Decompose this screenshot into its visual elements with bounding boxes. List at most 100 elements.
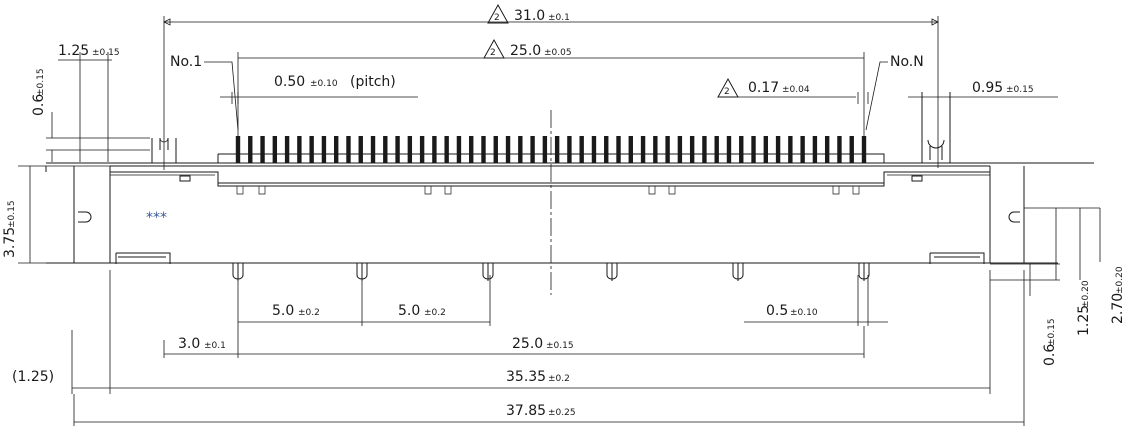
dimension-lines xyxy=(18,16,1101,426)
dim-peg-offset-tol: ±0.1 xyxy=(204,341,226,351)
dim-right-h2: 1.25 ±0.20 xyxy=(1076,280,1092,336)
locating-peg xyxy=(606,263,618,281)
dim-mid-width-tol: ±0.2 xyxy=(548,374,570,384)
contact-pin xyxy=(456,136,462,163)
contact-pin xyxy=(763,136,769,163)
dim-left-height-tol: ±0.15 xyxy=(36,68,46,96)
contact-pin xyxy=(554,136,560,163)
dim-peg-offset-value: 3.0 xyxy=(178,336,200,352)
contact-pin xyxy=(837,136,842,163)
upper-peg xyxy=(444,186,452,195)
contact-pin xyxy=(591,136,597,163)
upper-peg xyxy=(668,186,676,195)
contact-pin xyxy=(726,136,732,163)
contact-pin xyxy=(530,136,535,163)
dim-total-width-value: 37.85 xyxy=(506,403,546,419)
upper-peg xyxy=(236,186,244,195)
contact-pin xyxy=(653,136,658,163)
delta-mark-overall xyxy=(487,3,509,24)
dim-right-slot-value: 0.95 xyxy=(972,80,1003,96)
contact-pin xyxy=(579,136,584,163)
contact-pin xyxy=(800,136,805,163)
contact-pin xyxy=(383,136,388,163)
dim-pitch-tol: ±0.10 xyxy=(310,79,338,89)
delta-num-overall: 2 xyxy=(494,13,500,23)
contact-pin xyxy=(248,136,253,163)
contact-pin xyxy=(321,136,327,163)
delta-mark-span xyxy=(483,38,505,59)
dim-right-h2-tol: ±0.20 xyxy=(1081,280,1091,308)
dim-right-h3: 2.70 ±0.20 xyxy=(1110,266,1126,324)
dim-pitch-suffix: (pitch) xyxy=(350,74,396,90)
dim-span-value: 25.0 xyxy=(510,43,541,59)
contact-pin xyxy=(518,136,523,163)
contact-pin xyxy=(665,136,670,163)
dim-peg-width-value: 0.5 xyxy=(766,303,788,319)
dim-right-h1-tol: ±0.15 xyxy=(1047,318,1057,346)
contact-pin xyxy=(297,136,302,163)
contact-pin xyxy=(604,136,609,163)
dim-peg1-value: 5.0 xyxy=(272,303,294,319)
connector-outline xyxy=(45,153,1094,264)
contact-pin xyxy=(235,136,241,163)
dim-left-slot-value: 1.25 xyxy=(58,43,89,59)
contact-pin xyxy=(284,136,290,163)
dim-left-height: 0.6 ±0.15 xyxy=(31,68,47,116)
upper-peg xyxy=(832,186,840,195)
contact-pin xyxy=(493,136,498,163)
dim-right-h2-value: 1.25 xyxy=(1076,305,1092,336)
last-pin-label: No.N xyxy=(890,54,924,70)
contact-pin xyxy=(775,136,781,163)
dim-right-slot-tol: ±0.15 xyxy=(1006,85,1034,95)
contact-pins xyxy=(235,136,867,163)
contact-pin xyxy=(751,136,756,163)
contact-pin xyxy=(616,136,621,163)
contact-pin xyxy=(505,136,511,163)
upper-pegs xyxy=(236,186,860,195)
delta-mark-contact xyxy=(717,77,739,98)
contact-pin xyxy=(739,136,744,163)
contact-pin xyxy=(309,136,314,163)
dim-right-h3-tol: ±0.20 xyxy=(1115,266,1125,294)
dim-right-h1-value: 0.6 xyxy=(1042,344,1058,366)
dim-left-height-value: 0.6 xyxy=(31,94,47,116)
dim-span-tol: ±0.05 xyxy=(544,48,572,58)
contact-pin xyxy=(272,136,278,163)
first-pin-label: No.1 xyxy=(170,54,202,70)
contact-pin xyxy=(358,136,363,163)
dim-peg-span-tol: ±0.15 xyxy=(546,341,574,351)
contact-pin xyxy=(714,136,719,163)
contact-pin xyxy=(861,136,867,163)
contact-pin xyxy=(481,136,486,163)
contact-pin xyxy=(849,136,854,163)
locating-peg xyxy=(732,263,744,281)
dim-pitch-value: 0.50 xyxy=(274,74,305,90)
contact-pin xyxy=(260,136,265,163)
contact-pin xyxy=(677,136,683,163)
contact-pin xyxy=(812,136,818,163)
upper-peg xyxy=(258,186,266,195)
upper-peg xyxy=(852,186,860,195)
dim-peg1-tol: ±0.2 xyxy=(298,308,320,318)
dim-total-width-tol: ±0.25 xyxy=(548,408,576,418)
dim-body-height-value: 3.75 xyxy=(2,227,18,258)
contact-pin xyxy=(788,136,793,163)
contact-pin xyxy=(432,136,437,163)
contact-pin xyxy=(333,136,339,163)
dim-contact-value: 0.17 xyxy=(748,80,779,96)
dim-contact-tol: ±0.04 xyxy=(782,85,810,95)
dim-peg-width-tol: ±0.10 xyxy=(790,308,818,318)
dim-peg2-value: 5.0 xyxy=(398,303,420,319)
delta-marks: 2 2 2 xyxy=(483,3,739,98)
locating-peg xyxy=(858,263,870,281)
contact-pin xyxy=(628,136,633,163)
contact-pin xyxy=(689,136,695,163)
contact-pin xyxy=(702,136,707,163)
contact-pin xyxy=(640,136,646,163)
delta-num-contact: 2 xyxy=(724,87,730,97)
contact-pin xyxy=(346,136,351,163)
contact-pin xyxy=(824,136,830,163)
dim-overall-tol: ±0.1 xyxy=(548,13,570,23)
dim-body-height-tol: ±0.15 xyxy=(7,200,17,228)
